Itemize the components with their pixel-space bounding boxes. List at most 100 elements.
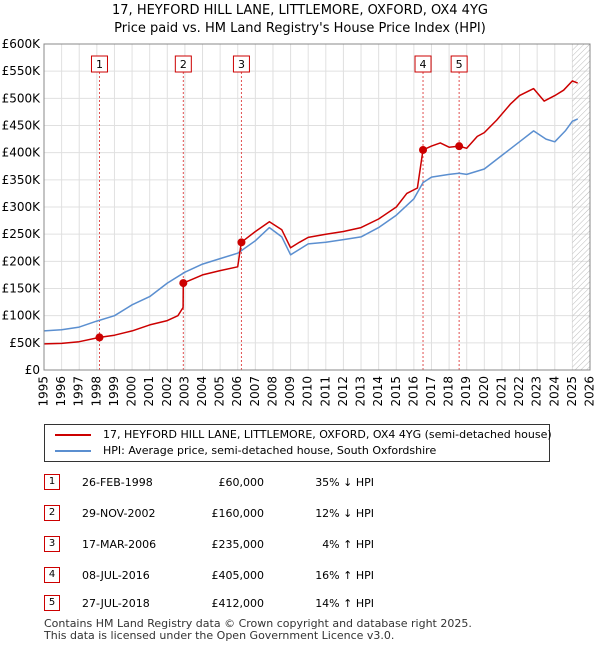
x-tick-label: 2025 — [565, 376, 579, 407]
chart-title: 17, HEYFORD HILL LANE, LITTLEMORE, OXFOR… — [0, 2, 600, 38]
x-tick-label: 1997 — [72, 376, 86, 407]
x-tick-label: 2010 — [301, 376, 315, 407]
transaction-marker-box — [174, 55, 192, 73]
x-tick-label: 2023 — [530, 376, 544, 407]
x-tick-label: 2007 — [248, 376, 262, 407]
transaction-price: £235,000 — [211, 538, 265, 551]
y-tick-label: £550K — [2, 64, 42, 78]
transaction-date: 26-FEB-1998 — [82, 476, 153, 489]
chart-title-line2: Price paid vs. HM Land Registry's House … — [114, 21, 486, 36]
x-tick-label: 2008 — [265, 376, 279, 407]
chart-title-line1: 17, HEYFORD HILL LANE, LITTLEMORE, OXFOR… — [112, 3, 488, 18]
y-tick-label: £50K — [9, 336, 41, 350]
forecast-hatch — [572, 44, 590, 370]
property-series-line — [43, 80, 578, 345]
x-tick-label: 2000 — [125, 376, 139, 407]
transaction-date: 17-MAR-2006 — [82, 538, 157, 551]
sale-point — [455, 142, 464, 151]
transaction-marker-box — [90, 55, 108, 73]
transaction-price: £160,000 — [211, 507, 265, 520]
x-tick-label: 1999 — [107, 376, 121, 407]
x-tick-label: 2002 — [160, 376, 174, 407]
y-tick-label: £0 — [25, 363, 40, 377]
transaction-number: 2 — [44, 505, 60, 521]
transaction-marker-label: 4 — [420, 58, 427, 71]
transaction-marker-box — [450, 55, 468, 73]
x-tick-label: 2018 — [442, 376, 456, 407]
transaction-hpi: 14% ↑ HPI — [315, 597, 374, 610]
x-tick-label: 1998 — [89, 376, 103, 407]
transaction-hpi: 35% ↓ HPI — [315, 476, 374, 489]
x-tick-label: 2021 — [494, 376, 508, 407]
transaction-number: 3 — [44, 536, 60, 552]
x-tick-label: 2015 — [389, 376, 403, 407]
footer-line1: Contains HM Land Registry data © Crown c… — [44, 617, 472, 630]
legend-label-property: 17, HEYFORD HILL LANE, LITTLEMORE, OXFOR… — [103, 428, 552, 441]
transaction-marker-label: 3 — [238, 58, 245, 71]
y-tick-label: £400K — [2, 146, 42, 160]
y-tick-label: £500K — [2, 91, 42, 105]
sale-point — [95, 333, 104, 342]
x-tick-label: 2016 — [406, 376, 420, 407]
legend-item-property: 17, HEYFORD HILL LANE, LITTLEMORE, OXFOR… — [55, 427, 552, 443]
transaction-hpi: 16% ↑ HPI — [315, 569, 374, 582]
legend: 17, HEYFORD HILL LANE, LITTLEMORE, OXFOR… — [44, 424, 552, 462]
sale-point — [237, 238, 246, 247]
transaction-date: 08-JUL-2016 — [82, 569, 150, 582]
x-tick-label: 2022 — [512, 376, 526, 407]
footer: Contains HM Land Registry data © Crown c… — [44, 618, 472, 642]
x-tick-label: 2024 — [547, 376, 561, 407]
transaction-price: £60,000 — [218, 476, 265, 489]
transaction-number: 4 — [44, 567, 60, 583]
table-row: 1 26-FEB-1998 £60,000 35% ↓ HPI — [44, 474, 384, 492]
sale-point — [179, 279, 188, 288]
legend-label-hpi: HPI: Average price, semi-detached house,… — [103, 444, 437, 457]
legend-swatch-hpi — [55, 450, 91, 452]
plot-border — [43, 43, 591, 371]
footer-line2: This data is licensed under the Open Gov… — [44, 629, 395, 642]
y-tick-label: £450K — [2, 119, 42, 133]
transaction-hpi: 12% ↓ HPI — [315, 507, 374, 520]
table-row: 2 29-NOV-2002 £160,000 12% ↓ HPI — [44, 505, 384, 523]
legend-item-hpi: HPI: Average price, semi-detached house,… — [55, 443, 436, 459]
transaction-marker-label: 2 — [180, 58, 187, 71]
y-tick-label: £350K — [2, 173, 42, 187]
x-tick-label: 2020 — [477, 376, 491, 407]
x-tick-label: 2003 — [177, 376, 191, 407]
x-tick-label: 2006 — [230, 376, 244, 407]
x-tick-label: 2017 — [424, 376, 438, 407]
hpi-series-line — [43, 118, 578, 332]
transaction-marker-box — [414, 55, 432, 73]
transaction-marker-box — [232, 55, 250, 73]
x-tick-label: 2014 — [371, 376, 385, 407]
transaction-date: 27-JUL-2018 — [82, 597, 150, 610]
x-tick-label: 2019 — [459, 376, 473, 407]
sale-point — [419, 145, 428, 154]
transaction-date: 29-NOV-2002 — [82, 507, 156, 520]
transaction-hpi: 4% ↑ HPI — [322, 538, 374, 551]
x-tick-label: 1995 — [37, 376, 51, 407]
transaction-marker-label: 1 — [96, 58, 103, 71]
transaction-number: 1 — [44, 474, 60, 490]
y-tick-label: £100K — [2, 309, 42, 323]
x-tick-label: 2009 — [283, 376, 297, 407]
legend-swatch-property — [55, 434, 91, 436]
price-chart: 1 2 3 4 5 £0 £50K £100K £150K £200K £250K £300K £35… — [2, 37, 597, 407]
x-tick-label: 2005 — [213, 376, 227, 407]
x-tick-label: 2004 — [195, 376, 209, 407]
transaction-number: 5 — [44, 595, 60, 611]
x-tick-label: 2012 — [336, 376, 350, 407]
transaction-price: £412,000 — [211, 597, 265, 610]
y-tick-label: £200K — [2, 254, 42, 268]
transaction-marker-label: 5 — [456, 58, 463, 71]
table-row: 3 17-MAR-2006 £235,000 4% ↑ HPI — [44, 536, 384, 554]
y-tick-label: £150K — [2, 282, 42, 296]
transaction-price: £405,000 — [211, 569, 265, 582]
x-tick-label: 1996 — [54, 376, 68, 407]
x-tick-label: 2013 — [354, 376, 368, 407]
x-tick-label: 2011 — [318, 376, 332, 407]
x-tick-label: 2001 — [142, 376, 156, 407]
table-row: 5 27-JUL-2018 £412,000 14% ↑ HPI — [44, 595, 384, 613]
y-tick-label: £250K — [2, 227, 42, 241]
y-tick-label: £600K — [2, 37, 42, 51]
